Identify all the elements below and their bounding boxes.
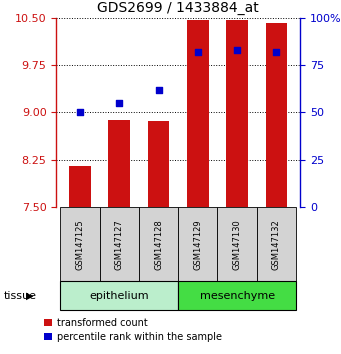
- Bar: [60, 281, 178, 310]
- Text: epithelium: epithelium: [89, 291, 149, 301]
- Bar: [100, 207, 139, 281]
- Point: [195, 49, 201, 55]
- Text: tissue: tissue: [3, 291, 36, 301]
- Text: GSM147127: GSM147127: [115, 219, 124, 270]
- Bar: [108, 120, 130, 207]
- Text: GSM147128: GSM147128: [154, 219, 163, 270]
- Bar: [148, 121, 169, 207]
- Bar: [187, 19, 209, 207]
- Text: GSM147129: GSM147129: [193, 219, 202, 270]
- Title: GDS2699 / 1433884_at: GDS2699 / 1433884_at: [97, 1, 259, 15]
- Point: [234, 47, 240, 53]
- Bar: [218, 207, 257, 281]
- Bar: [257, 207, 296, 281]
- Bar: [69, 166, 91, 207]
- Point: [117, 100, 122, 106]
- Text: mesenchyme: mesenchyme: [199, 291, 275, 301]
- Bar: [178, 207, 218, 281]
- Text: GSM147125: GSM147125: [75, 219, 84, 270]
- Text: ▶: ▶: [26, 291, 33, 301]
- Bar: [266, 23, 287, 207]
- Bar: [178, 281, 296, 310]
- Point: [156, 87, 161, 92]
- Text: GSM147132: GSM147132: [272, 219, 281, 270]
- Bar: [60, 207, 100, 281]
- Bar: [139, 207, 178, 281]
- Point: [77, 110, 83, 115]
- Point: [274, 49, 279, 55]
- Text: GSM147130: GSM147130: [233, 219, 242, 270]
- Legend: transformed count, percentile rank within the sample: transformed count, percentile rank withi…: [44, 318, 222, 342]
- Bar: [226, 19, 248, 207]
